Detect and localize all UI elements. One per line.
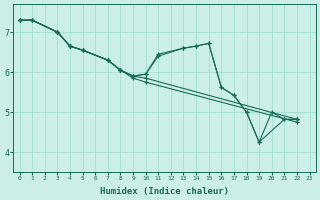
X-axis label: Humidex (Indice chaleur): Humidex (Indice chaleur) bbox=[100, 187, 229, 196]
